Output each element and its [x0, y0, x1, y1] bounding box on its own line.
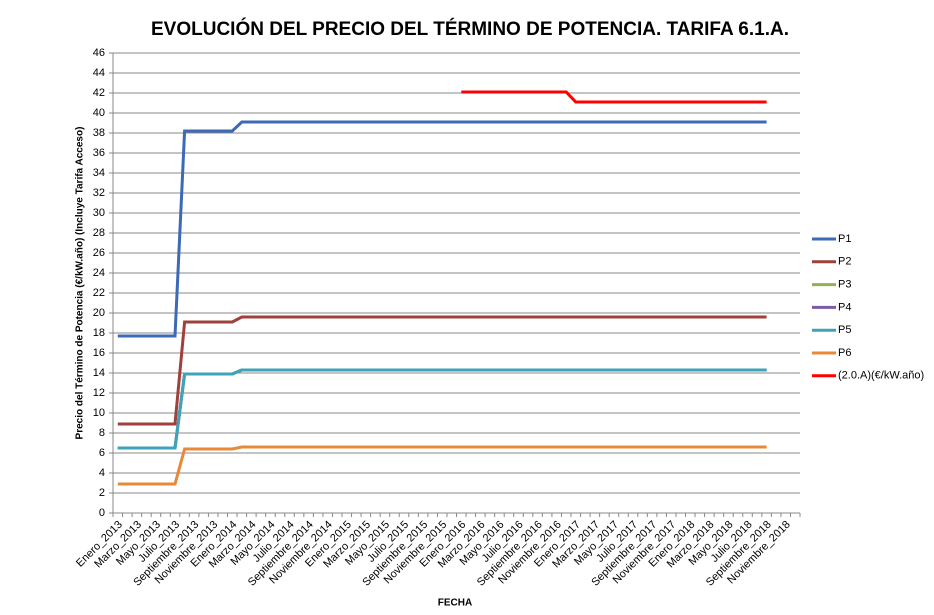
y-tick-label: 44 [93, 67, 105, 79]
series-line [117, 368, 767, 450]
series-line [117, 368, 767, 450]
y-tick-label: 18 [93, 327, 105, 339]
legend-label: P2 [838, 256, 851, 268]
chart-title: EVOLUCIÓN DEL PRECIO DEL TÉRMINO DE POTE… [151, 18, 789, 40]
y-tick-label: 28 [93, 227, 105, 239]
series-line [461, 90, 767, 104]
legend-label: P6 [838, 347, 851, 359]
y-tick-label: 30 [93, 207, 105, 219]
y-tick-label: 10 [93, 407, 105, 419]
y-tick-label: 36 [93, 147, 105, 159]
y-axis-label: Precio del Término de Potencia (€/kW.año… [75, 127, 86, 440]
y-tick-label: 22 [93, 287, 105, 299]
y-tick-label: 4 [99, 467, 105, 479]
y-tick-label: 14 [93, 367, 105, 379]
legend-label: P3 [838, 279, 851, 291]
legend-label: P4 [838, 301, 851, 313]
y-tick-label: 16 [93, 347, 105, 359]
series-line [117, 368, 767, 450]
series-line [117, 120, 767, 338]
y-tick-label: 0 [99, 507, 105, 519]
y-tick-label: 12 [93, 387, 105, 399]
y-tick-label: 38 [93, 127, 105, 139]
y-tick-label: 40 [93, 107, 105, 119]
y-tick-label: 24 [93, 267, 105, 279]
x-axis-label: FECHA [438, 598, 472, 609]
y-tick-label: 6 [99, 447, 105, 459]
legend-label: P1 [838, 233, 851, 245]
y-tick-label: 2 [99, 487, 105, 499]
series-line [117, 445, 767, 486]
y-tick-label: 32 [93, 187, 105, 199]
series-line [117, 315, 767, 426]
y-tick-label: 8 [99, 427, 105, 439]
y-tick-label: 34 [93, 167, 105, 179]
legend-label: (2.0.A)(€/kW.año) [838, 370, 924, 382]
legend-label: P5 [838, 324, 851, 336]
y-tick-label: 26 [93, 247, 105, 259]
y-tick-label: 42 [93, 87, 105, 99]
y-tick-label: 46 [93, 47, 105, 59]
y-tick-label: 20 [93, 307, 105, 319]
